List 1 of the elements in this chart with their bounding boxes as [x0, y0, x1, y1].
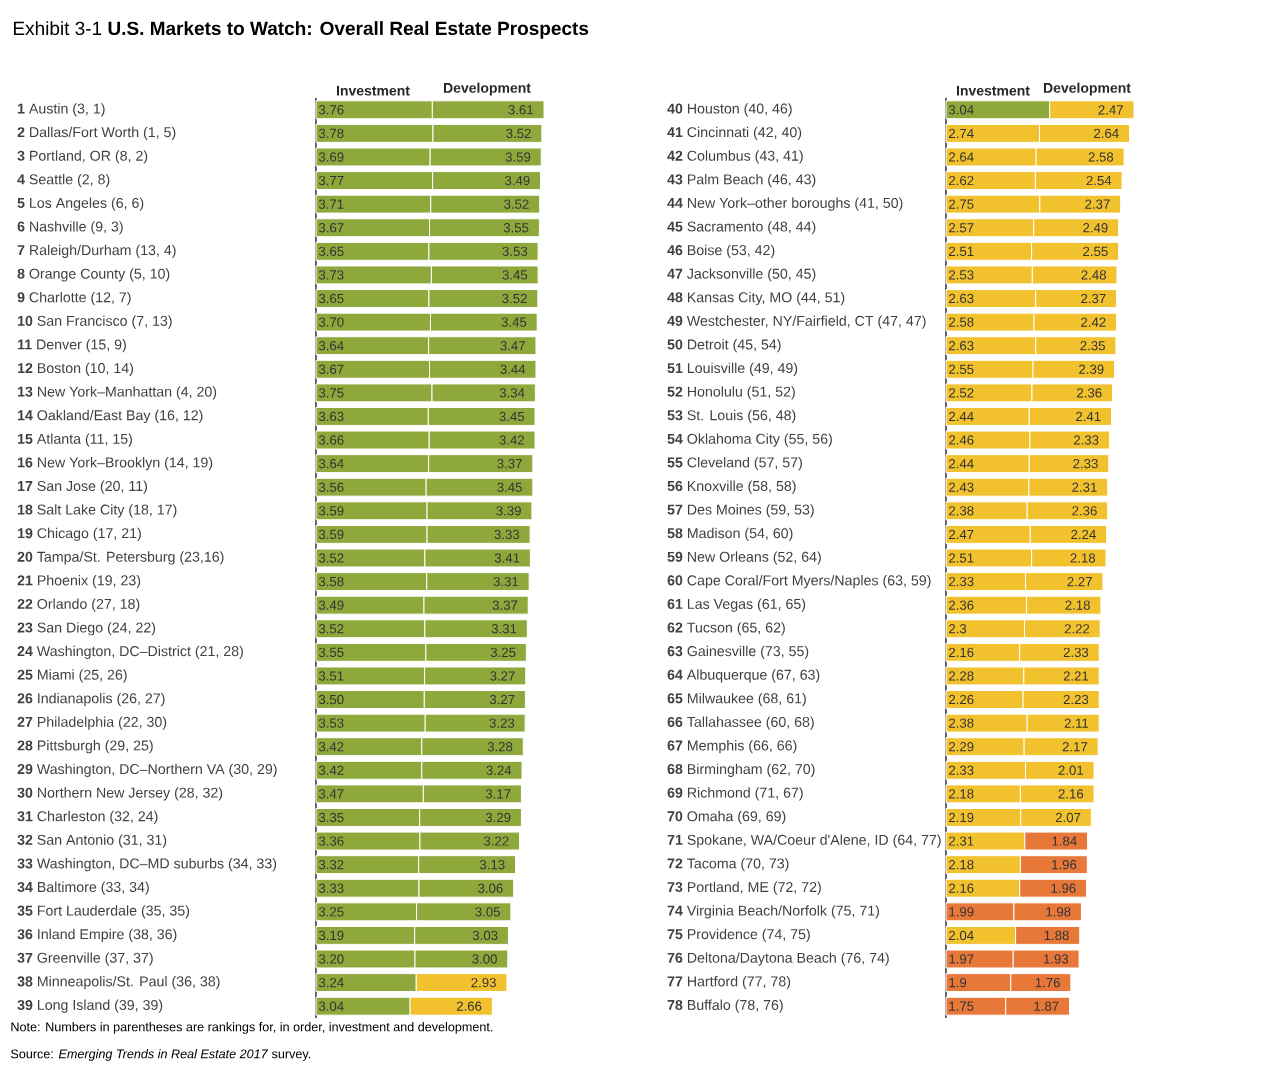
chart-title: Exhibit 3-1 U.S. Markets to Watch: Overall Real Estate Prospects	[13, 21, 589, 39]
